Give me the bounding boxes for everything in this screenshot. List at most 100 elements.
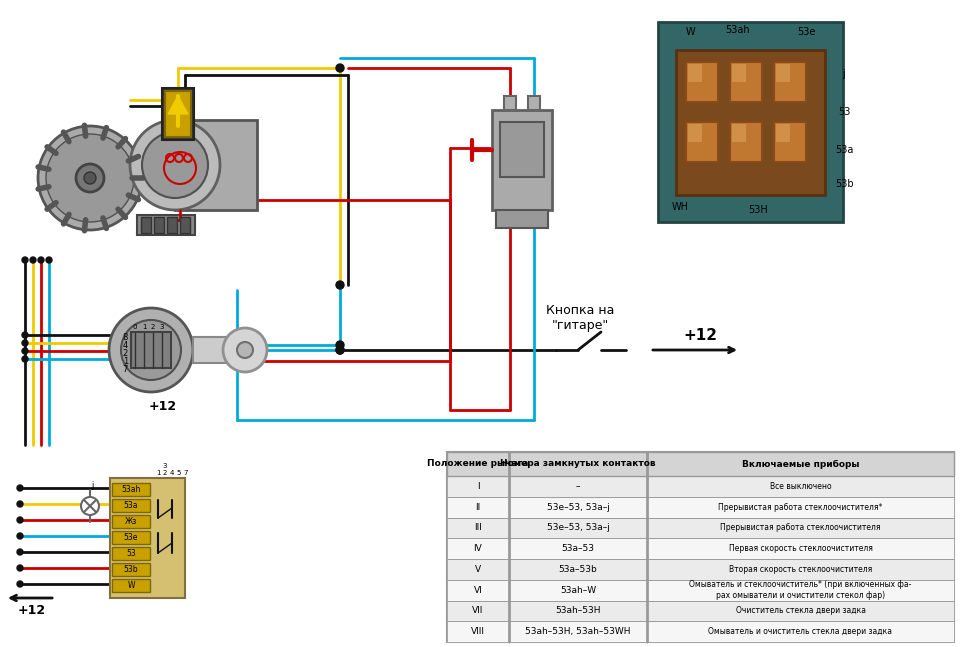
Bar — [496, 210, 548, 228]
Text: +12: +12 — [18, 604, 46, 617]
Bar — [732, 124, 746, 142]
Bar — [776, 64, 790, 82]
Circle shape — [336, 64, 344, 72]
Circle shape — [38, 126, 142, 230]
Text: V: V — [475, 565, 481, 574]
Circle shape — [237, 342, 253, 358]
Circle shape — [17, 533, 23, 539]
Bar — [112, 483, 150, 496]
Text: VI: VI — [473, 586, 482, 595]
Bar — [774, 62, 806, 102]
Circle shape — [17, 517, 23, 523]
Text: Все выключено: Все выключено — [770, 482, 831, 491]
Text: 53ah: 53ah — [726, 25, 751, 35]
Text: Включаемые приборы: Включаемые приборы — [742, 459, 859, 468]
Text: j: j — [843, 69, 846, 79]
Text: 53a: 53a — [124, 501, 138, 510]
Text: j: j — [91, 481, 93, 490]
Bar — [776, 124, 790, 142]
Bar — [688, 124, 702, 142]
Text: VIII: VIII — [471, 627, 485, 636]
Bar — [447, 476, 954, 497]
Bar — [131, 332, 171, 368]
Bar — [193, 337, 245, 363]
Circle shape — [109, 308, 193, 392]
Circle shape — [84, 172, 96, 184]
Circle shape — [22, 257, 28, 263]
Bar — [154, 217, 164, 233]
Circle shape — [17, 581, 23, 587]
Text: 7: 7 — [183, 470, 188, 476]
Circle shape — [81, 497, 99, 515]
Bar — [180, 217, 190, 233]
Bar — [658, 22, 843, 222]
Text: 53a: 53a — [835, 145, 853, 155]
Circle shape — [130, 120, 220, 210]
Text: Номера замкнутых контактов: Номера замкнутых контактов — [500, 459, 656, 468]
Text: VII: VII — [472, 606, 484, 615]
Text: 53b: 53b — [834, 179, 853, 189]
Bar — [676, 50, 825, 195]
Bar — [112, 531, 150, 544]
Text: Прерывистая работа стеклоочистителя: Прерывистая работа стеклоочистителя — [720, 523, 880, 532]
Text: 2: 2 — [151, 324, 156, 330]
Text: 53: 53 — [126, 549, 136, 558]
Text: 1: 1 — [156, 470, 160, 476]
Text: I: I — [477, 482, 479, 491]
Bar — [112, 579, 150, 592]
Circle shape — [17, 485, 23, 491]
Bar — [447, 580, 954, 600]
Bar — [137, 215, 195, 235]
Text: –: – — [576, 482, 580, 491]
Text: 53e–53, 53a–j: 53e–53, 53a–j — [546, 523, 610, 532]
Bar — [732, 64, 746, 82]
Text: 2: 2 — [163, 470, 167, 476]
Bar — [686, 122, 718, 162]
Text: Жз: Жз — [125, 517, 137, 526]
Bar — [492, 110, 552, 210]
Bar — [112, 499, 150, 512]
Text: Омыватель и стеклоочиститель* (при включенных фа-
рах омыватели и очистители сте: Омыватель и стеклоочиститель* (при включ… — [689, 580, 912, 600]
Circle shape — [46, 134, 134, 222]
Bar — [112, 515, 150, 528]
Text: 53ah–53H: 53ah–53H — [555, 606, 601, 615]
Circle shape — [76, 164, 104, 192]
Bar — [112, 563, 150, 576]
Bar — [447, 497, 954, 518]
Bar — [447, 559, 954, 580]
Circle shape — [336, 346, 344, 354]
Text: W: W — [685, 27, 695, 37]
Bar — [504, 96, 516, 110]
Circle shape — [336, 346, 344, 354]
Text: 53b: 53b — [124, 565, 138, 574]
Bar — [447, 452, 954, 642]
Text: 2: 2 — [123, 349, 128, 358]
Text: 53H: 53H — [748, 205, 768, 215]
Text: Вторая скорость стеклоочистителя: Вторая скорость стеклоочистителя — [729, 565, 872, 574]
Text: 53e–53, 53a–j: 53e–53, 53a–j — [546, 503, 610, 512]
Text: 5: 5 — [177, 470, 181, 476]
Bar — [175, 120, 257, 210]
Text: 53ah–53H, 53ah–53WH: 53ah–53H, 53ah–53WH — [525, 627, 631, 636]
Circle shape — [22, 348, 28, 354]
Text: Прерывистая работа стеклоочистителя*: Прерывистая работа стеклоочистителя* — [718, 503, 882, 512]
Circle shape — [223, 328, 267, 372]
Bar — [447, 538, 954, 559]
Bar — [447, 518, 954, 538]
Text: 1: 1 — [123, 356, 128, 366]
Polygon shape — [168, 96, 188, 114]
Bar — [141, 217, 151, 233]
Circle shape — [22, 340, 28, 346]
Text: 4: 4 — [123, 340, 128, 349]
Text: 7: 7 — [123, 364, 128, 373]
Text: 53e: 53e — [124, 533, 138, 542]
Text: +12: +12 — [683, 327, 717, 342]
Text: W: W — [128, 581, 134, 590]
Text: 0: 0 — [132, 324, 137, 330]
Text: III: III — [474, 523, 482, 532]
Bar — [447, 621, 954, 642]
Text: Положение рычага: Положение рычага — [427, 459, 529, 468]
Text: IV: IV — [473, 544, 482, 553]
Text: Омыватель и очиститель стекла двери задка: Омыватель и очиститель стекла двери задк… — [708, 627, 893, 636]
Circle shape — [17, 501, 23, 507]
